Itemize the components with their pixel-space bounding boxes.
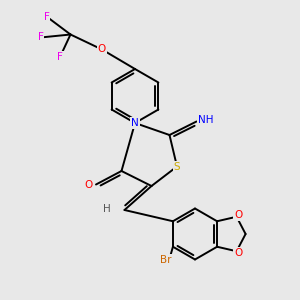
- Text: N: N: [131, 118, 139, 128]
- Text: F: F: [57, 52, 63, 62]
- Text: O: O: [234, 248, 242, 258]
- Text: F: F: [38, 32, 44, 43]
- Text: F: F: [44, 11, 50, 22]
- Text: O: O: [98, 44, 106, 55]
- Text: Br: Br: [160, 255, 171, 265]
- Text: NH: NH: [198, 115, 214, 125]
- Text: O: O: [234, 210, 242, 220]
- Text: O: O: [85, 179, 93, 190]
- Text: H: H: [103, 203, 111, 214]
- Text: S: S: [174, 161, 180, 172]
